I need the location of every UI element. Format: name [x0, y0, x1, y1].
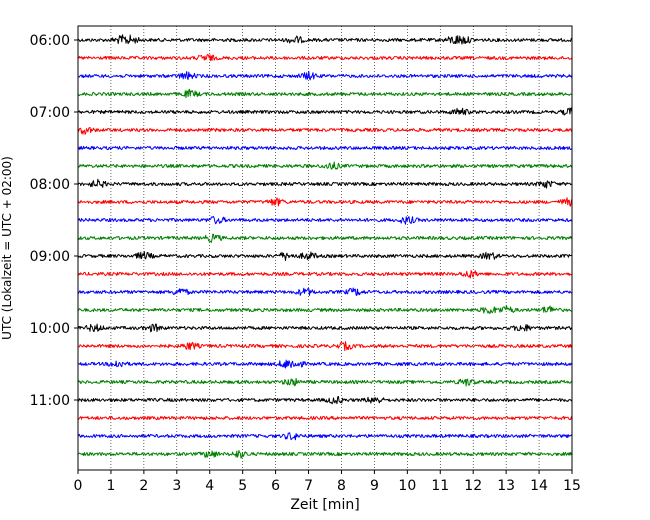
trace-1045: [77, 378, 573, 387]
trace-1030: [77, 359, 573, 369]
trace-0745: [77, 161, 573, 170]
trace-0900: [77, 251, 573, 261]
trace-1145: [77, 450, 573, 459]
x-tick-label: 6: [271, 478, 280, 494]
x-tick-label: 9: [370, 478, 379, 494]
x-tick-label: 7: [304, 478, 313, 494]
trace-0945: [78, 304, 573, 314]
trace-1115: [77, 415, 573, 421]
x-tick-label: 2: [139, 478, 148, 494]
x-tick-label: 13: [497, 478, 515, 494]
x-axis-title: Zeit [min]: [290, 497, 359, 513]
trace-1000: [77, 323, 573, 333]
x-tick-label: 5: [238, 478, 247, 494]
grid-lines: [110, 26, 540, 470]
x-tick-label: 14: [530, 478, 548, 494]
x-tick-label: 4: [205, 478, 214, 494]
trace-0800: [77, 178, 573, 189]
trace-0630: [77, 70, 573, 81]
x-tick-label: 11: [431, 478, 449, 494]
trace-0915: [77, 270, 573, 279]
y-tick-label: 09:00: [30, 249, 70, 265]
trace-0930: [77, 287, 573, 296]
y-tick-label: 07:00: [30, 105, 70, 121]
trace-0700: [77, 107, 573, 116]
trace-0845: [77, 233, 573, 243]
x-tick-label: 15: [563, 478, 581, 494]
x-axis-ticks: 0 1 2 3 4 5 6 7 8 9 10 11 12 13 14 15: [74, 470, 581, 494]
y-axis-ticks: 06:00 07:00 08:00 09:00 10:00 11:00: [30, 33, 78, 409]
x-tick-label: 12: [464, 478, 482, 494]
seismic-traces: [77, 34, 573, 459]
trace-1100: [77, 395, 573, 405]
trace-0600: [77, 34, 572, 45]
x-tick-label: 8: [337, 478, 346, 494]
y-tick-label: 06:00: [30, 33, 70, 49]
y-tick-label: 10:00: [30, 321, 70, 337]
y-axis-title: UTC (Lokalzeit = UTC + 02:00): [0, 156, 14, 340]
trace-1130: [77, 432, 573, 441]
trace-0815: [77, 197, 573, 207]
plot-frame: [77, 25, 573, 471]
trace-1015: [77, 341, 573, 352]
x-tick-label: 3: [172, 478, 181, 494]
y-tick-label: 11:00: [30, 393, 70, 409]
y-tick-label: 08:00: [30, 177, 70, 193]
trace-0715: [77, 127, 573, 135]
trace-0830: [77, 216, 573, 225]
x-tick-label: 0: [74, 478, 83, 494]
x-tick-label: 1: [106, 478, 115, 494]
trace-0615: [77, 53, 573, 62]
trace-0645: [77, 88, 573, 99]
trace-0730: [77, 145, 573, 151]
x-tick-label: 10: [398, 478, 416, 494]
